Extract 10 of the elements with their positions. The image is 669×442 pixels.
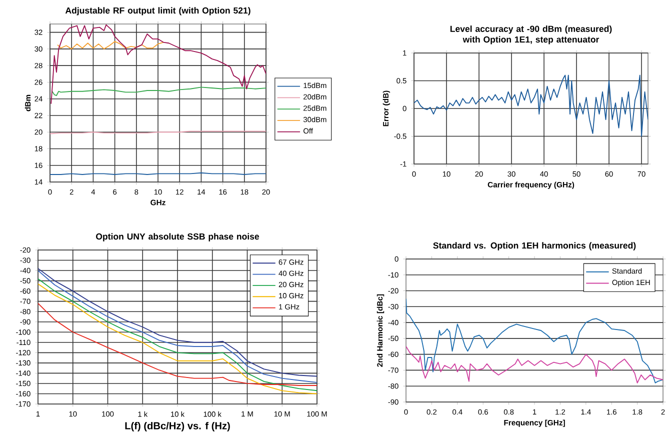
line-series — [52, 86, 266, 96]
x-axis-title: L(f) (dBc/Hz) vs. f (Hz) — [125, 422, 230, 432]
line-series — [414, 74, 648, 137]
chart-title: Level accuracy at -90 dBm (measured) with Option 1E1, step attenuator — [450, 26, 612, 44]
chart-title: Standard vs. Option 1EH harmonics (measured) — [433, 242, 636, 250]
line-series — [406, 346, 664, 384]
chart-title: Adjustable RF output limit (with Option 521) — [65, 7, 250, 16]
chart-title: Option UNY absolute SSB phase noise — [96, 233, 260, 242]
line-series — [57, 40, 164, 50]
line-series — [50, 24, 266, 104]
